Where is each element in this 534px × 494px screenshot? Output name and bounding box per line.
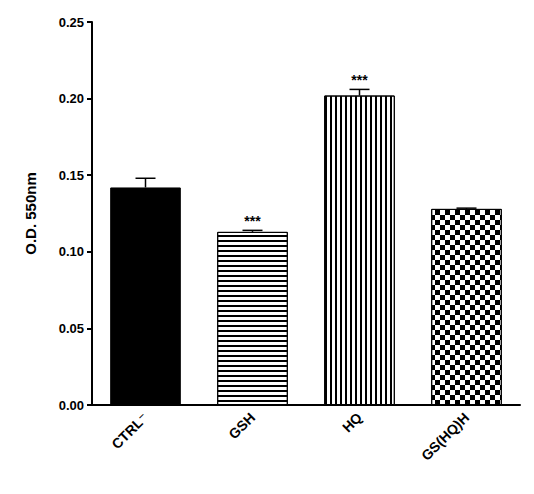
svg-text:0.10: 0.10 bbox=[59, 244, 84, 259]
svg-text:0.20: 0.20 bbox=[59, 91, 84, 106]
svg-text:0.00: 0.00 bbox=[59, 398, 84, 413]
svg-text:O.D. 550nm: O.D. 550nm bbox=[22, 172, 39, 255]
svg-text:0.25: 0.25 bbox=[59, 15, 84, 30]
svg-text:***: *** bbox=[351, 72, 368, 88]
svg-text:CTRL⁻: CTRL⁻ bbox=[108, 409, 151, 452]
svg-text:0.15: 0.15 bbox=[59, 168, 84, 183]
svg-text:GSH: GSH bbox=[225, 409, 258, 442]
svg-text:HQ: HQ bbox=[339, 409, 365, 435]
svg-text:***: *** bbox=[244, 213, 261, 229]
svg-text:GS(HQ)H: GS(HQ)H bbox=[418, 409, 472, 463]
svg-text:0.05: 0.05 bbox=[59, 321, 84, 336]
